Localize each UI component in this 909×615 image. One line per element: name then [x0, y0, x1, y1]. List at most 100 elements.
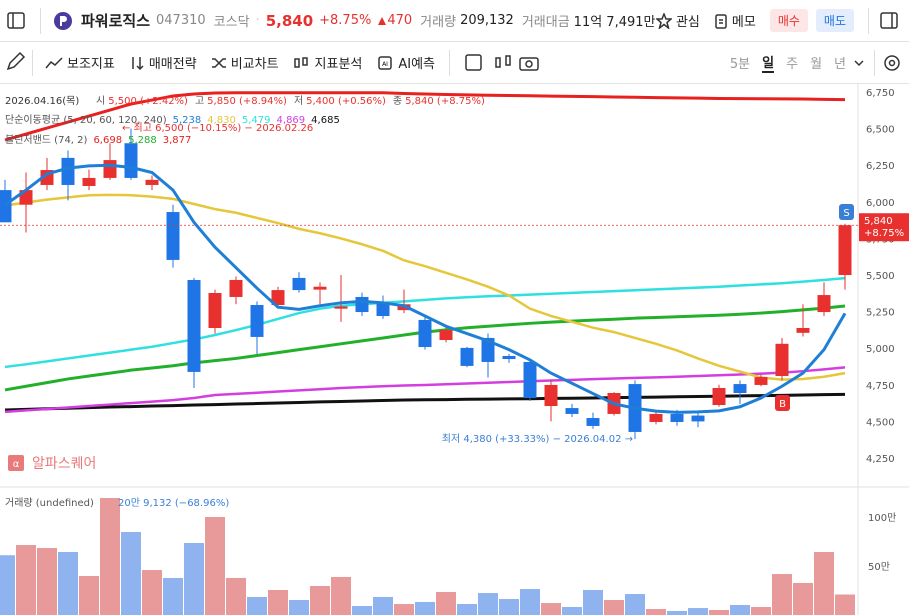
volume-tick-label: 100만	[868, 512, 896, 524]
candle-body	[460, 347, 474, 366]
chart: α 알파스퀘어 ← 최고 6,500 (−10.15%) − 2026.02.2…	[0, 84, 909, 615]
volume-bar	[163, 577, 183, 615]
period[interactable]: 년	[834, 57, 846, 72]
volume-tick-label: 50만	[868, 561, 890, 573]
volume-bar	[499, 599, 519, 615]
overlay: α 알파스퀘어 ← 최고 6,500 (−10.15%) − 2026.02.2…	[5, 88, 909, 573]
candle-body	[670, 413, 684, 422]
candle-body	[292, 277, 306, 291]
price-tag	[859, 213, 909, 242]
volume-bar	[520, 589, 540, 615]
panel-toggle[interactable]	[0, 0, 40, 42]
memo-button[interactable]: 메모	[714, 11, 756, 30]
candle-body	[82, 177, 96, 186]
panel-toggle-right[interactable]	[869, 0, 909, 42]
toolbar-item[interactable]: 보조지표	[45, 53, 115, 72]
chart-root: α 알파스퀘어 ← 최고 6,500 (−10.15%) − 2026.02.2…	[0, 84, 909, 615]
volume-bar	[583, 590, 603, 615]
candle-body	[481, 337, 495, 362]
ma-title: 단순이동평균 (5, 20, 60, 120, 240)	[5, 114, 167, 126]
price-tag-price: 5,840	[864, 216, 893, 227]
amount: 11억 7,491만	[573, 15, 656, 30]
volume-bar	[751, 606, 771, 615]
volume-bar	[226, 577, 246, 615]
candle-body	[649, 413, 663, 422]
legend-value: 6,698	[93, 135, 122, 146]
draw-tool[interactable]	[0, 42, 32, 84]
y-tick-label: 6,500	[866, 125, 895, 136]
volume-bar	[688, 608, 708, 615]
bb-title: 볼린저밴드 (74, 2)	[5, 134, 88, 146]
ohlc-label: 종	[393, 95, 402, 107]
period[interactable]: 월	[810, 57, 823, 72]
header: 파워로직스 047310 코스닥 · 5,840 +8.75% 470 거래량 …	[0, 0, 909, 42]
camera-tool[interactable]	[516, 53, 544, 73]
volume-bar	[478, 593, 498, 615]
candle-body	[166, 212, 180, 260]
plot-area	[0, 91, 858, 439]
volume-bar	[58, 551, 78, 615]
volume-bar	[835, 594, 855, 615]
stock-code: 047310	[156, 13, 206, 28]
indicator-line	[4, 193, 846, 381]
y-tick-label: 6,250	[866, 161, 895, 172]
price-tag-pct: +8.75%	[864, 228, 904, 239]
volume-bar	[373, 596, 393, 615]
toolbar-item[interactable]: 지표분석	[293, 53, 362, 72]
candle-tool[interactable]	[492, 53, 516, 73]
volume-bar	[142, 570, 162, 615]
candle-body	[439, 330, 453, 341]
candle-body	[61, 157, 75, 185]
period[interactable]: 5분	[729, 57, 751, 72]
settings[interactable]	[875, 53, 909, 73]
buy-signal	[775, 395, 790, 411]
volume-bar	[709, 610, 729, 615]
y-tick-label: 5,500	[866, 271, 895, 282]
candle-body	[754, 377, 768, 385]
low-annotation: 최저 4,380 (+33.33%) − 2026.04.02 →	[442, 433, 633, 445]
stock-name: 파워로직스	[81, 12, 151, 30]
volume-bar	[415, 601, 435, 615]
high-annotation: ← 최고 6,500 (−10.15%) − 2026.02.26	[122, 122, 313, 134]
candle-body	[334, 306, 348, 309]
candle-body	[0, 190, 12, 223]
period-dropdown[interactable]	[852, 56, 866, 70]
candle-body	[271, 290, 285, 306]
candle-body	[523, 361, 537, 398]
up-arrow	[378, 16, 387, 25]
volume-bar	[394, 604, 414, 615]
candle-body	[208, 293, 222, 328]
candle-body	[838, 225, 852, 275]
volume: 209,132	[460, 13, 514, 28]
buy-button[interactable]: 매수	[769, 9, 808, 32]
checkbox-tool[interactable]	[458, 53, 492, 73]
date: 2026.04.16(목)	[5, 95, 79, 107]
toolbar-item[interactable]: AI AI예측	[376, 53, 435, 72]
volume-bar	[730, 605, 750, 615]
toolbar-item[interactable]: 매매전략	[129, 53, 197, 72]
candle-body	[124, 143, 138, 178]
divider	[32, 49, 33, 76]
volume-bar	[205, 517, 225, 615]
watch-button[interactable]: 관심	[655, 11, 700, 30]
volume-bar	[331, 576, 351, 615]
candle-body	[187, 279, 201, 372]
logo	[54, 11, 72, 30]
candle-body	[775, 343, 789, 377]
period[interactable]: 주	[786, 57, 799, 72]
legend-value: 5,479	[242, 115, 271, 126]
volume-bar	[457, 604, 477, 615]
divider	[40, 7, 41, 34]
volume-bar	[121, 531, 141, 615]
toolbar-item[interactable]: 비교차트	[211, 53, 279, 72]
indicator-line	[4, 366, 846, 414]
ohlc-label: 저	[294, 95, 303, 107]
volume-bar	[646, 609, 666, 615]
volume-bar	[625, 594, 645, 615]
indicator-line	[4, 163, 847, 414]
period-active[interactable]: 일	[762, 52, 775, 73]
sell-button[interactable]: 매도	[815, 9, 854, 32]
watermark-icon	[8, 455, 24, 471]
candle-body	[145, 179, 159, 185]
